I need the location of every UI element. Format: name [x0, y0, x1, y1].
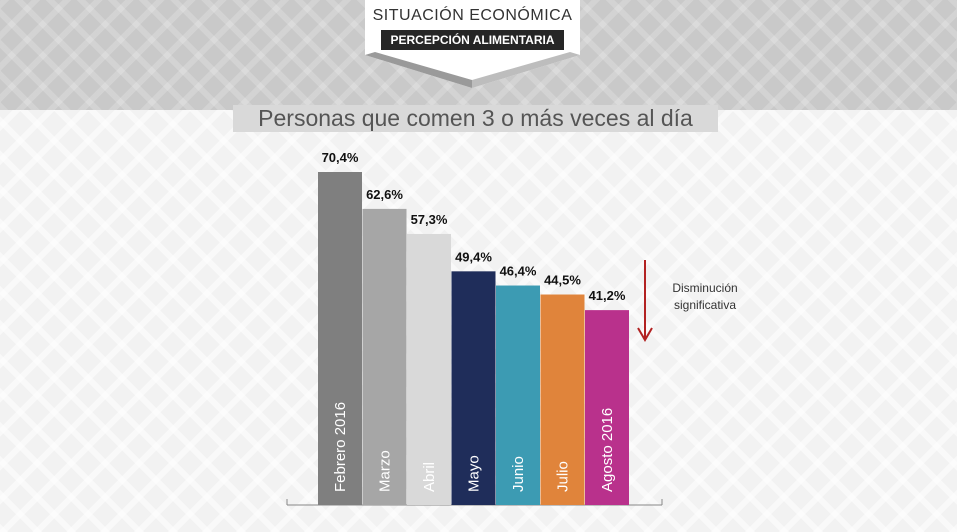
category-label-7: Agosto 2016	[599, 408, 616, 492]
category-label-4: Mayo	[466, 455, 483, 492]
category-label-5: Junio	[510, 456, 527, 492]
category-label-1: Febrero 2016	[332, 402, 349, 492]
decrease-note-line1: Disminución	[672, 281, 738, 295]
bar-4	[451, 271, 496, 505]
bar-2	[362, 208, 407, 505]
decrease-note: Disminución significativa	[655, 280, 755, 314]
header-subtitle: PERCEPCIÓN ALIMENTARIA	[381, 30, 564, 50]
value-label-3: 57,3%	[411, 212, 448, 227]
bar-7	[585, 310, 629, 505]
value-label-7: 41,2%	[589, 288, 626, 303]
value-label-1: 70,4%	[322, 150, 359, 165]
bar-3	[407, 233, 451, 506]
category-label-3: Abril	[421, 462, 438, 492]
category-label-2: Marzo	[377, 450, 394, 492]
decrease-arrow-head	[637, 327, 653, 342]
chart-title: Personas que comen 3 o más veces al día	[233, 105, 718, 132]
bar-1	[318, 172, 362, 505]
value-label-5: 46,4%	[500, 264, 537, 279]
bar-6	[540, 294, 585, 505]
category-label-6: Julio	[555, 461, 572, 492]
value-label-6: 44,5%	[544, 273, 581, 288]
bar-5	[496, 285, 540, 505]
header-title: SITUACIÓN ECONÓMICA	[372, 7, 573, 24]
value-label-4: 49,4%	[455, 249, 492, 264]
value-label-2: 62,6%	[366, 187, 403, 202]
decrease-note-line2: significativa	[673, 298, 737, 312]
header-badge: SITUACIÓN ECONÓMICA PERCEPCIÓN ALIMENTAR…	[365, 0, 580, 90]
